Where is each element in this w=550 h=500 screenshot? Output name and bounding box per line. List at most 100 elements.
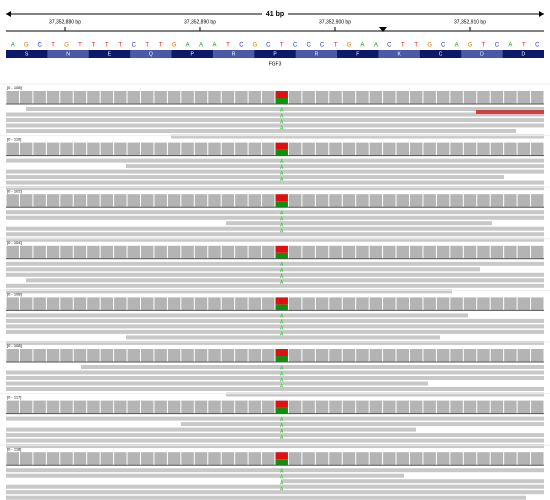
coverage-bar (383, 297, 396, 311)
alt-base: A (280, 177, 284, 183)
coverage-bar (208, 297, 221, 311)
alt-base: A (280, 107, 284, 113)
coverage-bar (288, 349, 302, 362)
read (6, 427, 416, 432)
coverage-bar (87, 245, 100, 259)
base: T (482, 43, 486, 49)
coverage-bar (517, 194, 531, 208)
base: T (522, 43, 526, 49)
alt-base: A (280, 326, 284, 332)
coverage-bar (141, 194, 154, 208)
coverage-bar (410, 91, 423, 104)
coverage-bar (342, 142, 356, 156)
coverage-bar (46, 349, 60, 362)
alt-base: A (280, 113, 284, 119)
coverage-bar (315, 297, 329, 311)
read (226, 221, 492, 226)
coverage-bar (436, 194, 450, 208)
coverage-bar (531, 297, 544, 311)
coverage-bar (356, 91, 369, 104)
base: G (347, 43, 352, 49)
coverage-bar (302, 400, 315, 414)
coverage-bar (6, 297, 19, 311)
base: T (78, 43, 82, 49)
coverage-bar (356, 452, 369, 466)
coverage-bar (100, 349, 114, 362)
coverage-bar (410, 142, 423, 156)
coverage-alt (275, 98, 288, 104)
read (6, 381, 428, 386)
base: G (427, 43, 432, 49)
coverage-bar (315, 452, 329, 466)
coverage-bar (167, 452, 181, 466)
read (6, 112, 544, 117)
coverage-bar (396, 245, 409, 259)
base: A (186, 43, 190, 49)
coverage-bar (46, 452, 60, 466)
read (6, 387, 544, 391)
base: G (24, 43, 29, 49)
coverage-bar (463, 91, 477, 104)
coverage-bar (33, 349, 46, 362)
coverage-bar (127, 452, 140, 466)
base: T (226, 43, 230, 49)
alt-base: A (280, 429, 284, 435)
coverage-bar (100, 452, 114, 466)
base: G (468, 43, 473, 49)
coverage-bar (235, 400, 248, 414)
read (6, 484, 544, 489)
read (6, 118, 544, 122)
coverage-bar (235, 349, 248, 362)
coverage-bar (46, 400, 60, 414)
coverage-bar (235, 245, 248, 259)
read (181, 422, 544, 427)
coverage-bar (490, 452, 504, 466)
coverage-bar (450, 297, 463, 311)
alt-base: A (280, 475, 284, 481)
coverage-bar (356, 194, 369, 208)
coverage-bar (315, 142, 329, 156)
coverage-bar (288, 91, 302, 104)
read (126, 335, 440, 340)
coverage-bar (436, 349, 450, 362)
read (6, 289, 452, 294)
coverage-bar (504, 91, 517, 104)
coverage-bar (73, 297, 87, 311)
coverage-bar (114, 452, 127, 466)
coverage-bar (141, 349, 154, 362)
coverage-bar (33, 194, 46, 208)
coverage-bar (329, 194, 342, 208)
coverage-bar (369, 452, 383, 466)
coverage-bar (194, 142, 208, 156)
coverage-bar (73, 349, 87, 362)
coverage-bar (6, 452, 19, 466)
alt-base: A (280, 377, 284, 383)
alt-base: A (280, 211, 284, 217)
coverage-bar (383, 142, 396, 156)
amino-acid: R (232, 51, 236, 57)
base: A (508, 43, 512, 49)
alt-base: A (280, 165, 284, 171)
codon-band (47, 50, 89, 58)
coverage-bar (490, 142, 504, 156)
read (6, 468, 544, 473)
coverage-bar (504, 400, 517, 414)
amino-acid: D (521, 51, 525, 57)
coverage-bar (342, 194, 356, 208)
coverage-bar (60, 349, 73, 362)
coverage-bar (46, 194, 60, 208)
base: T (92, 43, 96, 49)
coverage-bar (181, 400, 194, 414)
base: C (441, 43, 446, 49)
coverage-bar (114, 91, 127, 104)
coverage-bar (342, 349, 356, 362)
base: T (51, 43, 55, 49)
coverage-bar (342, 91, 356, 104)
read (6, 416, 544, 421)
base: A (212, 43, 216, 49)
coverage-bar (208, 452, 221, 466)
coverage-bar (87, 194, 100, 208)
coverage-alt (275, 201, 288, 208)
coverage-bar (396, 349, 409, 362)
